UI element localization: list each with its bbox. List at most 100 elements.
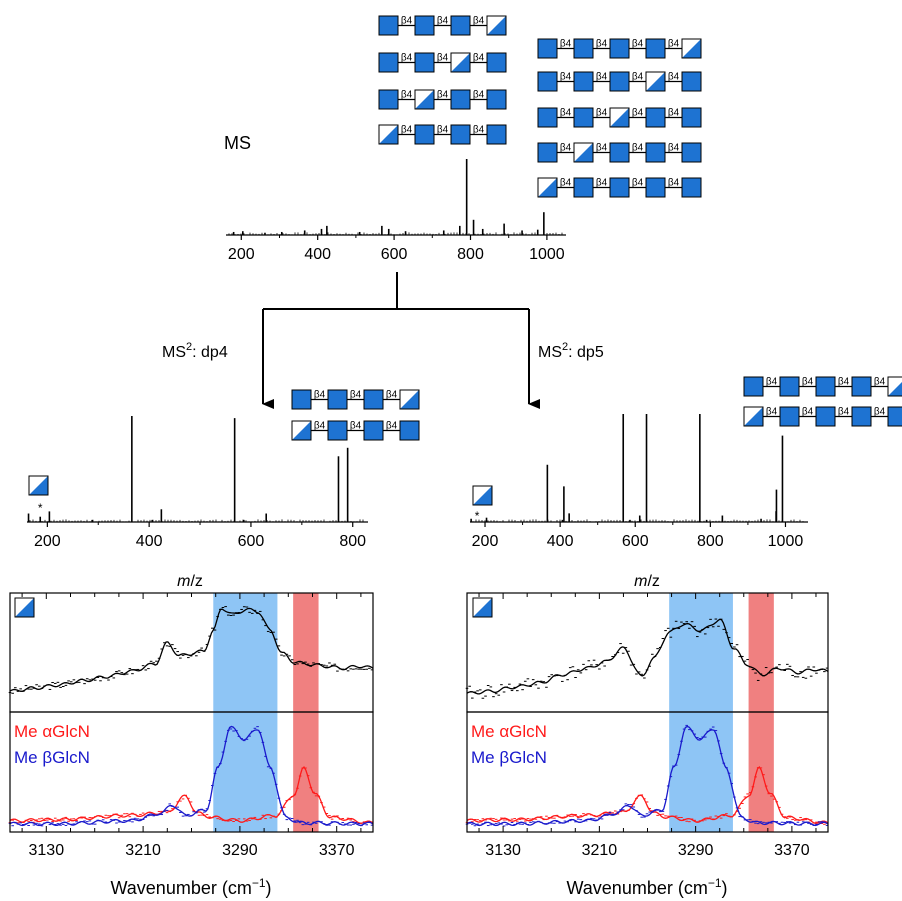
ms2-dp5-label: MS2: dp5 xyxy=(538,341,604,361)
ir-tick-label: 3210 xyxy=(582,842,618,859)
glcn-square-icon xyxy=(414,124,435,145)
glycan-chain: β4 β4 β4 β4 xyxy=(537,38,702,59)
glcn-square-icon xyxy=(363,420,384,441)
glcn-half-square-icon xyxy=(573,142,594,163)
legend-alpha: Me αGlcN xyxy=(471,722,547,741)
ir-sample xyxy=(465,618,829,699)
ir-alpha-reference xyxy=(8,765,374,824)
linkage-label: β4 xyxy=(401,125,413,136)
glcn-square-icon xyxy=(743,376,764,397)
glcn-half-square-icon xyxy=(609,107,630,128)
linkage-label: β4 xyxy=(596,72,608,83)
ms-tick-label: 400 xyxy=(136,533,163,550)
glcn-square-icon xyxy=(681,142,702,163)
linkage-label: β4 xyxy=(437,125,449,136)
linkage-label: β4 xyxy=(437,16,449,27)
linkage-label: β4 xyxy=(632,143,644,154)
linkage-label: β4 xyxy=(560,178,572,189)
glcn-square-icon xyxy=(327,389,348,410)
ir-tick-label: 3210 xyxy=(125,842,161,859)
glcn-square-icon xyxy=(609,38,630,59)
linkage-label: β4 xyxy=(596,143,608,154)
linkage-label: β4 xyxy=(437,53,449,64)
linkage-label: β4 xyxy=(350,390,362,401)
glycan-chain: β4 β4 β4 xyxy=(291,389,420,410)
ir-beta-reference xyxy=(465,724,829,827)
linkage-label: β4 xyxy=(473,16,485,27)
glcn-square-icon xyxy=(378,15,399,36)
linkage-label: β4 xyxy=(838,407,850,418)
linkage-label: β4 xyxy=(560,108,572,119)
ms-tick-label: 200 xyxy=(228,246,255,263)
asterisk-marker: * xyxy=(38,501,43,515)
ms-spectrum-top: 200 400 600 800 1000 xyxy=(226,159,566,263)
glcn-square-icon xyxy=(414,52,435,73)
legend-alpha: Me αGlcN xyxy=(14,722,90,741)
glcn-square-icon xyxy=(573,107,594,128)
linkage-label: β4 xyxy=(560,39,572,50)
ms-tick-label: 200 xyxy=(472,533,499,550)
glcn-half-square-icon xyxy=(28,475,49,496)
linkage-label: β4 xyxy=(437,90,449,101)
linkage-label: β4 xyxy=(401,16,413,27)
glycan-chain: β4 β4 β4 xyxy=(291,420,420,441)
linkage-label: β4 xyxy=(874,407,886,418)
ms-tick-label: 800 xyxy=(339,533,366,550)
glcn-square-icon xyxy=(378,89,399,110)
ir-panel-dp5: 3130 3210 3290 3370 Me αGlcN Me βGlcN xyxy=(465,592,829,859)
ms-tick-label: 800 xyxy=(457,246,484,263)
glycan-chain: β4 β4 β4 xyxy=(378,15,507,36)
glcn-square-icon xyxy=(378,52,399,73)
glcn-square-icon xyxy=(851,376,872,397)
glycan-chain: β4 β4 β4 xyxy=(378,124,507,145)
linkage-label: β4 xyxy=(596,39,608,50)
linkage-label: β4 xyxy=(766,377,778,388)
glcn-half-square-icon xyxy=(414,89,435,110)
glcn-half-square-icon xyxy=(291,420,312,441)
linkage-label: β4 xyxy=(473,53,485,64)
linkage-label: β4 xyxy=(596,178,608,189)
glycan-chain: β4 β4 β4 xyxy=(378,89,507,110)
glcn-half-square-icon xyxy=(537,177,558,198)
glcn-square-icon xyxy=(573,38,594,59)
linkage-label: β4 xyxy=(401,53,413,64)
wavenumber-label-dp5: Wavenumber (cm−1) xyxy=(566,876,727,898)
glcn-square-icon xyxy=(645,142,666,163)
ms2-dp4-label: MS2: dp4 xyxy=(162,341,228,361)
linkage-label: β4 xyxy=(401,90,413,101)
ms-tick-label: 600 xyxy=(238,533,265,550)
glycan-chain: β4 β4 β4 β4 xyxy=(743,406,902,427)
selection-tree xyxy=(262,272,540,409)
ir-sample xyxy=(8,606,374,694)
linkage-label: β4 xyxy=(632,178,644,189)
ms-tick-label: 600 xyxy=(381,246,408,263)
linkage-label: β4 xyxy=(473,90,485,101)
glcn-square-icon xyxy=(450,89,471,110)
glycan-chain: β4 β4 β4 β4 xyxy=(743,376,902,397)
linkage-label: β4 xyxy=(668,178,680,189)
wavenumber-label-dp4: Wavenumber (cm−1) xyxy=(110,876,271,898)
ms-title: MS xyxy=(224,133,251,153)
glcn-half-square-icon xyxy=(472,597,493,618)
glcn-square-icon xyxy=(537,38,558,59)
linkage-label: β4 xyxy=(766,407,778,418)
glcn-square-icon xyxy=(779,406,800,427)
ir-tick-label: 3130 xyxy=(485,842,521,859)
glcn-square-icon xyxy=(645,177,666,198)
ms2-spectrum-dp4: 200 400 600 800 * xyxy=(27,416,368,550)
linkage-label: β4 xyxy=(560,72,572,83)
ms-tick-label: 400 xyxy=(304,246,331,263)
glycan-chain: β4 β4 β4 β4 xyxy=(537,71,702,92)
glcn-square-icon xyxy=(851,406,872,427)
glcn-square-icon xyxy=(486,52,507,73)
glcn-square-icon xyxy=(887,406,902,427)
glcn-square-icon xyxy=(681,71,702,92)
glcn-square-icon xyxy=(815,406,836,427)
glcn-square-icon xyxy=(815,376,836,397)
ir-tick-label: 3130 xyxy=(29,842,65,859)
linkage-label: β4 xyxy=(386,390,398,401)
ms-tick-label: 200 xyxy=(34,533,61,550)
linkage-label: β4 xyxy=(632,39,644,50)
asterisk-marker: * xyxy=(475,509,480,523)
